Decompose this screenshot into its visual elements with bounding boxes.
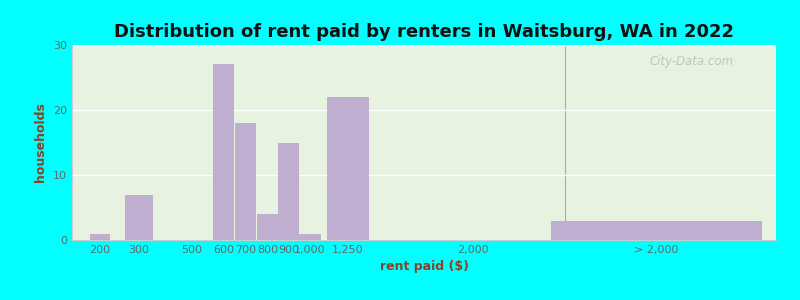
Title: Distribution of rent paid by renters in Waitsburg, WA in 2022: Distribution of rent paid by renters in … xyxy=(114,23,734,41)
Bar xyxy=(125,194,153,240)
Bar xyxy=(257,214,278,240)
Bar xyxy=(550,220,762,240)
Bar xyxy=(327,97,369,240)
Bar xyxy=(235,123,257,240)
Bar xyxy=(278,142,299,240)
X-axis label: rent paid ($): rent paid ($) xyxy=(379,260,469,273)
Text: City-Data.com: City-Data.com xyxy=(650,55,734,68)
Bar xyxy=(299,233,321,240)
Y-axis label: households: households xyxy=(34,103,47,182)
Bar xyxy=(213,64,234,240)
Bar xyxy=(90,233,110,240)
